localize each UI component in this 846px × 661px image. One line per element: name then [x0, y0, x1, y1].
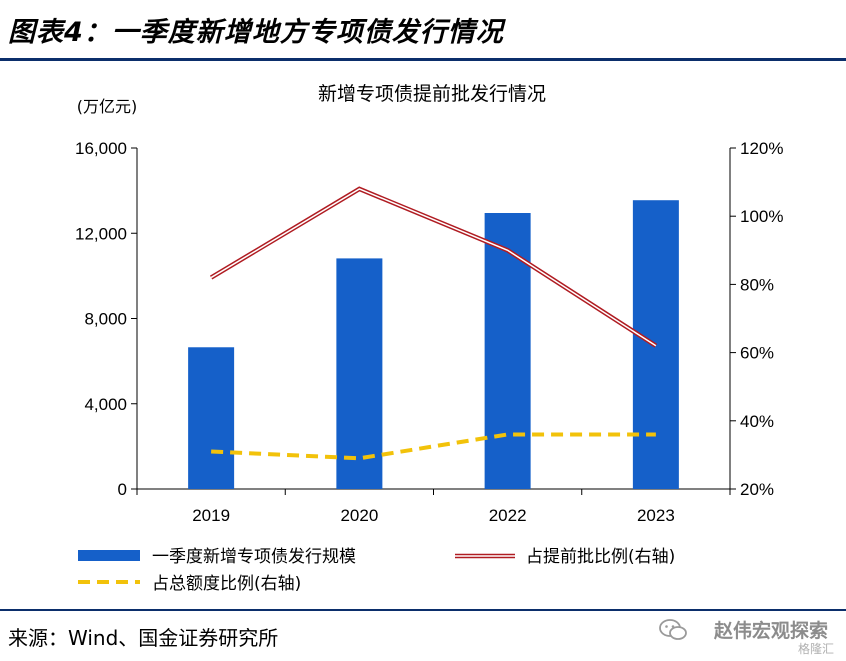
- chart: 新增专项债提前批发行情况 (万亿元) 0 4,000 8,000 12,000 16,0…: [75, 83, 783, 594]
- watermark: 赵伟宏观探索 格隆汇: [638, 612, 838, 658]
- legend-swatch-bar: [78, 550, 140, 561]
- left-axis-tick-label: 16,000: [75, 139, 127, 158]
- x-axis-tick-label: 2019: [192, 506, 230, 525]
- left-axis-tick-label: 8,000: [84, 310, 127, 329]
- chart-title: 新增专项债提前批发行情况: [318, 83, 546, 105]
- right-axis-tick-label: 20%: [740, 480, 774, 499]
- bottom-rule: [0, 609, 846, 611]
- figure-title: 图表4：一季度新增地方专项债发行情况: [8, 17, 504, 48]
- bar: [484, 213, 531, 490]
- left-axis-tick-label: 4,000: [84, 395, 127, 414]
- right-axis-tick-label: 100%: [740, 207, 783, 226]
- left-axis-tick-label: 0: [118, 480, 127, 499]
- watermark-sub: 格隆汇: [797, 642, 834, 656]
- right-axis-tick-label: 80%: [740, 275, 774, 294]
- plot-area: 0 4,000 8,000 12,000 16,000 20% 40% 60% 80% 100% 1…: [75, 139, 783, 525]
- right-axis-tick-label: 60%: [740, 344, 774, 363]
- legend-label: 一季度新增专项债发行规模: [152, 547, 356, 567]
- right-axis-tick-label: 120%: [740, 139, 783, 158]
- bar: [188, 347, 235, 489]
- wechat-icon: [659, 619, 687, 640]
- x-axis-tick-label: 2022: [489, 506, 527, 525]
- x-axis-tick-label: 2020: [340, 506, 378, 525]
- legend: 一季度新增专项债发行规模 占提前批比例(右轴) 占总额度比例(右轴): [78, 547, 675, 594]
- left-axis-tick-label: 12,000: [75, 224, 127, 243]
- right-axis-tick-label: 40%: [740, 412, 774, 431]
- left-axis-unit-label: (万亿元): [77, 97, 138, 116]
- series-line: [209, 186, 658, 348]
- top-rule: [0, 58, 846, 61]
- series-line-inner: [210, 188, 657, 347]
- legend-label: 占提前批比例(右轴): [526, 547, 675, 567]
- bar: [336, 258, 383, 489]
- x-axis-tick-label: 2023: [637, 506, 675, 525]
- source-note: 来源：Wind、国金证券研究所: [8, 626, 279, 650]
- legend-label: 占总额度比例(右轴): [152, 574, 301, 594]
- series-line: [211, 432, 656, 461]
- watermark-name: 赵伟宏观探索: [713, 620, 828, 642]
